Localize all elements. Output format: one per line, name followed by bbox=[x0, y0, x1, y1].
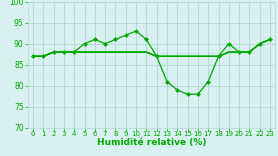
X-axis label: Humidité relative (%): Humidité relative (%) bbox=[97, 138, 206, 147]
